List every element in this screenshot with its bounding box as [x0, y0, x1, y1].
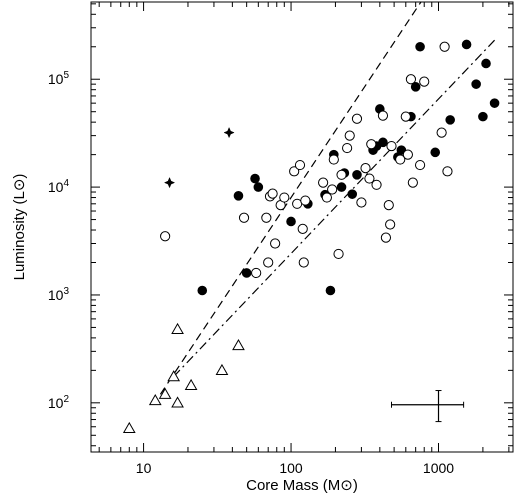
open-circle-point — [297, 223, 308, 234]
filled-circle-point — [197, 285, 208, 296]
open-circle-point — [366, 139, 377, 150]
open-circle-point — [294, 159, 306, 171]
open-circle-point — [238, 212, 250, 223]
open-circle-point — [351, 113, 363, 124]
open-circle-point — [251, 267, 262, 279]
open-circle-point — [383, 200, 394, 211]
open-circle-point — [327, 184, 338, 195]
filled-circle-point — [378, 137, 388, 148]
open-circle-point — [261, 212, 272, 223]
filled-circle-point — [415, 41, 425, 52]
open-circle-point — [442, 166, 453, 177]
open-circle-point — [419, 76, 430, 87]
filled-circle-point — [233, 191, 244, 201]
open-circle-point — [270, 238, 281, 249]
open-circle-point — [380, 232, 392, 243]
open-triangle-point — [122, 421, 136, 433]
filled-circle-point — [241, 268, 252, 278]
filled-circle-point — [478, 111, 488, 122]
error-bar — [391, 390, 465, 423]
open-circle-point — [400, 111, 411, 122]
open-circle-point — [402, 149, 413, 160]
open-circle-point — [300, 195, 311, 206]
filled-circle-point — [253, 182, 264, 192]
y-tick-label: 102 — [48, 394, 70, 411]
open-circle-point — [395, 154, 406, 165]
filled-circle-point — [481, 58, 491, 69]
filled-circle-point — [347, 189, 358, 199]
x-axis-label: Core Mass (M⊙) — [246, 477, 358, 494]
open-circle-point — [318, 177, 329, 188]
y-axis-label: Luminosity (L⊙) — [11, 174, 28, 281]
open-circle-point — [342, 142, 353, 154]
open-circle-point — [336, 169, 347, 180]
filled-circle-point — [410, 82, 421, 92]
open-circle-point — [289, 166, 300, 177]
open-triangle-point — [184, 378, 198, 391]
fit-lines — [159, 2, 496, 395]
star-point — [163, 176, 176, 189]
open-circle-point — [333, 248, 344, 260]
filled-circle-point — [445, 115, 455, 125]
open-triangle-point — [148, 394, 162, 406]
y-tick-label: 105 — [48, 70, 70, 87]
axis-ticks: 10 100 1000 102 103 104 105 — [48, 2, 513, 476]
open-circle-point — [267, 188, 278, 199]
filled-circle-point — [250, 173, 260, 184]
filled-circle-point — [336, 182, 347, 192]
dashed-fit-line — [159, 2, 422, 395]
open-triangle-point — [232, 338, 245, 351]
x-tick-label: 100 — [279, 460, 303, 476]
filled-circle-point — [286, 216, 296, 227]
open-circle-point — [344, 130, 355, 141]
open-circle-point — [385, 219, 396, 230]
open-circle-point — [364, 173, 375, 184]
x-tick-label: 1000 — [423, 460, 454, 476]
open-circle-point — [414, 159, 426, 171]
open-circle-point — [386, 140, 397, 152]
filled-circle-point — [471, 79, 481, 89]
open-triangle-point — [171, 322, 184, 334]
open-circle-point — [405, 74, 417, 85]
open-triangle-point — [167, 370, 181, 382]
open-circle-point — [321, 192, 332, 203]
x-tick-label: 10 — [136, 460, 152, 476]
open-triangle-point — [171, 396, 184, 408]
filled-circle-point — [461, 39, 472, 50]
open-circle-point — [371, 179, 382, 190]
open-circle-point — [436, 127, 447, 138]
plot-frame — [90, 1, 514, 453]
open-circle-point — [360, 163, 371, 174]
open-circle-point — [160, 231, 171, 242]
filled-circle-point — [325, 285, 336, 296]
open-circle-point — [439, 41, 450, 52]
open-circle-point — [263, 257, 274, 268]
open-circle-point — [407, 177, 418, 188]
filled-circle-point — [352, 170, 362, 180]
y-tick-label: 104 — [48, 178, 70, 195]
filled-circle-point — [489, 98, 500, 108]
open-circle-point — [298, 257, 309, 268]
open-circle-point — [279, 192, 290, 203]
open-circle-point — [356, 197, 367, 208]
open-triangle-point — [215, 363, 229, 375]
data-points — [122, 39, 500, 433]
star-point — [223, 126, 235, 139]
filled-circle-point — [430, 147, 441, 158]
open-circle-point — [377, 110, 389, 121]
open-circle-point — [328, 154, 339, 165]
open-triangle-point — [158, 387, 172, 399]
dash-dot-fit-line — [173, 39, 496, 378]
y-tick-label: 103 — [48, 286, 70, 303]
